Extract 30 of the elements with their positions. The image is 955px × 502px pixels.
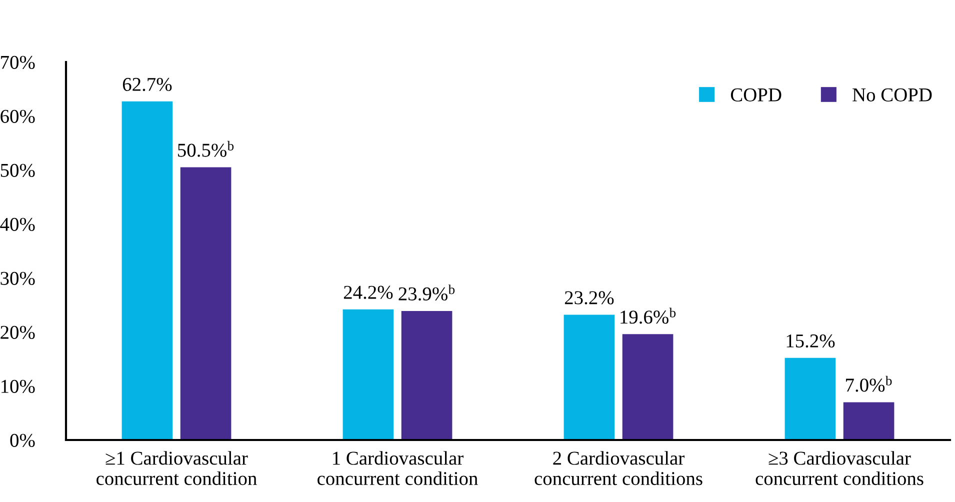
data-label: 23.2% [564,291,614,304]
x-tick-label: 2 Cardiovascular concurrent conditions [534,451,702,486]
y-tick-label: 0% [10,434,35,447]
bar [180,167,232,440]
bar [784,358,836,440]
legend-label: No COPD [852,88,932,102]
y-tick-label: 30% [0,272,35,285]
data-label: 15.2% [786,334,835,348]
data-label: 62.7% [122,78,172,92]
y-tick-label: 70% [1,56,35,69]
y-tick-label: 50% [0,164,35,177]
bar [564,314,615,440]
bar [401,310,452,440]
y-tick-label: 40% [0,218,35,231]
legend-label: COPD [730,88,782,102]
x-tick-label: 1 Cardiovascular concurrent condition [318,451,478,486]
data-label: 50.5%$^{b}$ [178,140,234,157]
x-tick-label: ≥3 Cardiovascular concurrent conditions [756,451,924,486]
y-tick-label: 10% [2,380,35,393]
bar [122,101,173,440]
y-tick-label: 20% [0,326,35,339]
bar [843,402,894,440]
y-tick-label: 60% [0,110,35,123]
x-tick-label: ≥1 Cardiovascular concurrent condition [96,451,257,486]
data-label: 7.0%$^{b}$ [846,376,892,392]
data-label: 19.6%$^{b}$ [620,308,676,324]
bar [342,309,394,440]
data-label: 24.2% [344,286,393,299]
data-label: 23.9%$^{b}$ [398,284,455,301]
bar [622,334,674,440]
